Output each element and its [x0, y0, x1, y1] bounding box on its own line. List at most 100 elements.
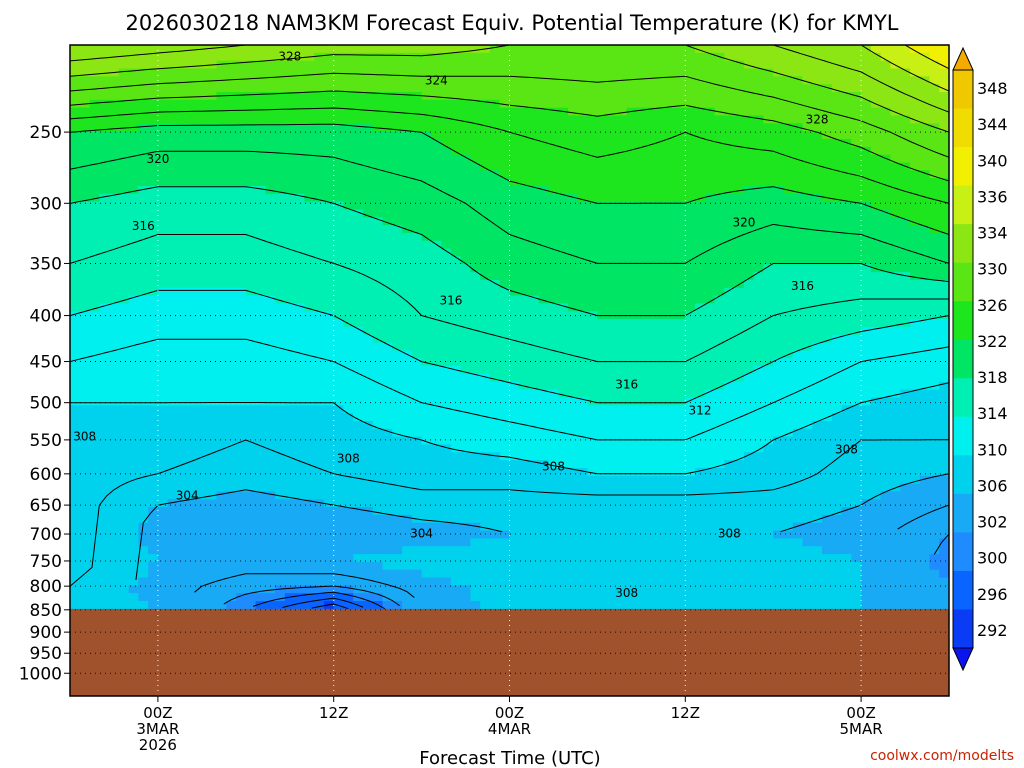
- field-cell: [411, 475, 423, 485]
- field-cell: [187, 397, 198, 406]
- field-cell: [802, 232, 813, 242]
- field-cell: [704, 350, 716, 359]
- field-cell: [284, 475, 296, 485]
- field-cell: [206, 84, 218, 93]
- field-cell: [753, 91, 765, 101]
- field-cell: [138, 256, 149, 265]
- field-cell: [245, 319, 257, 328]
- field-cell: [743, 358, 755, 367]
- field-cell: [538, 76, 550, 85]
- field-cell: [118, 420, 130, 430]
- field-cell: [275, 99, 286, 109]
- field-cell: [519, 467, 530, 477]
- field-cell: [411, 52, 423, 62]
- field-cell: [890, 52, 901, 62]
- field-cell: [802, 279, 813, 289]
- field-cell: [890, 436, 901, 446]
- field-cell: [773, 178, 784, 187]
- field-cell: [822, 272, 833, 281]
- field-cell: [372, 366, 384, 375]
- field-cell: [206, 279, 218, 289]
- field-cell: [558, 389, 569, 399]
- field-cell: [704, 287, 716, 297]
- field-cell: [529, 303, 540, 312]
- field-cell: [450, 334, 462, 344]
- field-cell: [441, 475, 452, 485]
- field-cell: [802, 138, 813, 148]
- field-cell: [929, 170, 940, 179]
- field-cell: [529, 178, 540, 187]
- field-cell: [538, 295, 550, 305]
- field-cell: [646, 162, 657, 171]
- field-cell: [822, 397, 833, 406]
- field-cell: [587, 389, 598, 399]
- field-cell: [870, 107, 882, 117]
- field-cell: [363, 45, 374, 54]
- field-cell: [148, 201, 159, 211]
- field-cell: [734, 389, 745, 399]
- field-cell: [109, 146, 120, 156]
- field-cell: [724, 358, 735, 367]
- field-cell: [109, 420, 120, 430]
- field-cell: [441, 436, 452, 446]
- field-cell: [577, 420, 589, 430]
- field-cell: [782, 303, 794, 312]
- field-cell: [353, 326, 364, 336]
- field-cell: [314, 178, 325, 187]
- field-cell: [929, 397, 940, 406]
- field-cell: [353, 420, 364, 430]
- field-cell: [255, 217, 266, 226]
- field-cell: [177, 68, 188, 77]
- field-cell: [529, 170, 540, 179]
- field-cell: [187, 84, 198, 93]
- field-cell: [450, 123, 462, 132]
- field-cell: [333, 475, 345, 485]
- field-cell: [646, 52, 657, 62]
- field-cell: [333, 178, 345, 187]
- field-cell: [743, 381, 755, 391]
- field-cell: [148, 420, 159, 430]
- field-cell: [421, 405, 432, 414]
- field-cell: [558, 420, 569, 430]
- field-cell: [128, 232, 139, 242]
- field-cell: [206, 342, 218, 352]
- field-cell: [792, 146, 804, 156]
- field-cell: [548, 91, 559, 101]
- field-cell: [323, 115, 335, 124]
- field-cell: [402, 154, 413, 164]
- field-cell: [685, 279, 696, 289]
- field-cell: [118, 272, 130, 281]
- field-cell: [304, 264, 315, 273]
- field-cell: [343, 240, 354, 250]
- field-cell: [548, 295, 559, 305]
- field-cell: [431, 373, 442, 383]
- field-cell: [363, 154, 374, 164]
- field-cell: [568, 350, 579, 359]
- field-cell: [265, 428, 276, 438]
- field-cell: [499, 397, 511, 406]
- field-cell: [70, 467, 81, 477]
- field-cell: [529, 373, 540, 383]
- field-cell: [314, 76, 325, 85]
- field-cell: [363, 76, 374, 85]
- field-cell: [148, 436, 159, 446]
- field-cell: [665, 193, 677, 203]
- field-cell: [587, 99, 598, 109]
- field-cell: [548, 52, 559, 62]
- field-cell: [519, 91, 530, 101]
- field-cell: [909, 436, 921, 446]
- field-cell: [743, 342, 755, 352]
- field-cell: [626, 467, 638, 477]
- field-cell: [577, 138, 589, 148]
- field-cell: [343, 146, 354, 156]
- field-cell: [802, 460, 813, 469]
- field-cell: [685, 381, 696, 391]
- field-cell: [577, 193, 589, 203]
- field-cell: [597, 248, 608, 258]
- field-cell: [890, 413, 901, 422]
- field-cell: [177, 373, 188, 383]
- field-cell: [548, 413, 559, 422]
- field-cell: [714, 76, 725, 85]
- field-cell: [616, 217, 628, 226]
- field-cell: [480, 444, 491, 453]
